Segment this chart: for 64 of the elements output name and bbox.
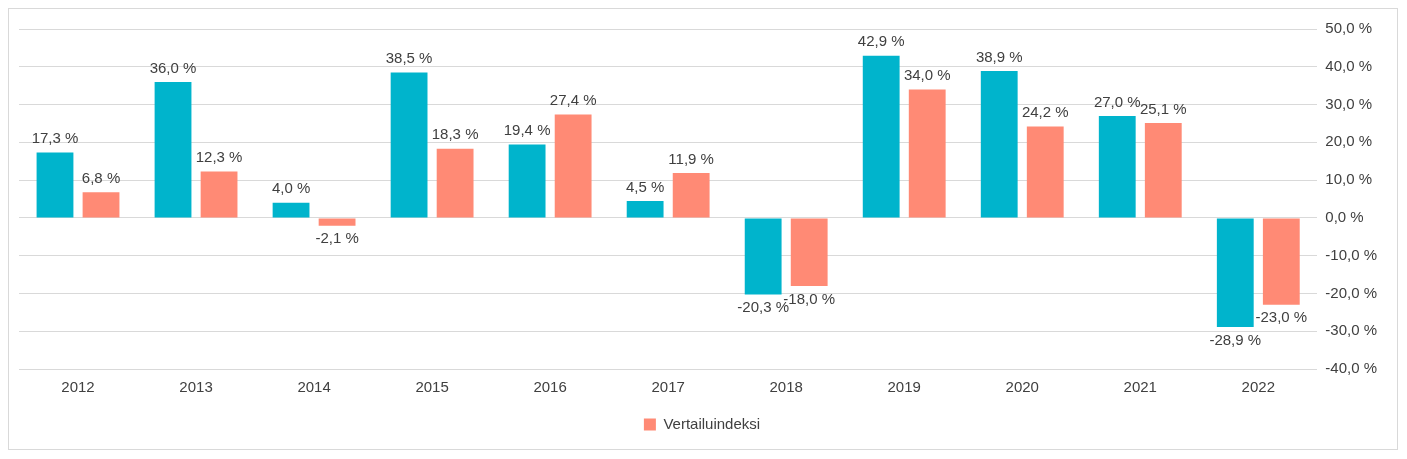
y-tick-label: 0,0 % [1325, 208, 1364, 226]
x-tick-label: 2017 [651, 378, 685, 396]
bar [1098, 115, 1136, 218]
x-tick-label: 2018 [769, 378, 803, 396]
bar [82, 192, 120, 218]
data-label: 36,0 % [149, 58, 197, 76]
y-tick-label: 30,0 % [1325, 94, 1373, 112]
data-label: 11,9 % [668, 149, 714, 167]
data-label: 4,5 % [625, 177, 665, 195]
bar [154, 81, 192, 218]
data-label: 18,3 % [431, 125, 479, 143]
x-tick-label: 2022 [1241, 378, 1275, 396]
y-tick-label: 20,0 % [1325, 132, 1373, 150]
bar [862, 55, 900, 218]
data-label: 4,0 % [271, 179, 311, 197]
bar [790, 218, 828, 286]
x-tick-label: 2012 [61, 378, 95, 396]
bar [436, 148, 474, 218]
data-label: 38,9 % [975, 47, 1023, 65]
bar [626, 200, 664, 218]
bar [1026, 126, 1064, 218]
bar [318, 218, 356, 226]
data-label: -28,9 % [1209, 330, 1262, 348]
bar [200, 171, 238, 218]
y-tick-label: 40,0 % [1325, 56, 1373, 74]
bar [744, 218, 782, 295]
x-tick-label: 2020 [1005, 378, 1039, 396]
bar [36, 152, 74, 218]
x-tick-label: 2014 [297, 378, 331, 396]
bar [390, 72, 428, 218]
x-tick-label: 2016 [533, 378, 567, 396]
bar [272, 202, 310, 218]
data-label: 19,4 % [503, 121, 551, 139]
x-tick-label: 2015 [415, 378, 449, 396]
legend-label: Vertailuindeksi [663, 414, 761, 432]
bar [1144, 123, 1182, 218]
y-tick-label: -40,0 % [1325, 359, 1378, 377]
bar [908, 89, 946, 218]
data-label: -2,1 % [315, 229, 359, 247]
data-label: 17,3 % [31, 129, 79, 147]
y-tick-label: 10,0 % [1325, 170, 1373, 188]
x-tick-label: 2021 [1123, 378, 1157, 396]
data-label: 38,5 % [385, 49, 433, 67]
y-tick-label: -30,0 % [1325, 321, 1378, 339]
data-label: 25,1 % [1139, 99, 1187, 117]
y-tick-label: -10,0 % [1325, 245, 1378, 263]
y-tick-label: 50,0 % [1325, 19, 1373, 37]
bar [672, 172, 710, 218]
data-label: 6,8 % [81, 168, 121, 186]
bar [554, 114, 592, 218]
bar [980, 70, 1018, 218]
data-label: 27,4 % [549, 91, 597, 109]
bar [1262, 218, 1300, 305]
data-label: 42,9 % [857, 32, 905, 50]
data-label: 27,0 % [1093, 92, 1141, 110]
bar [1216, 218, 1254, 328]
data-label: 12,3 % [195, 148, 243, 166]
bar [508, 144, 546, 218]
data-label: 34,0 % [903, 66, 951, 84]
x-tick-label: 2013 [179, 378, 213, 396]
data-label: -23,0 % [1255, 308, 1308, 326]
y-tick-label: -20,0 % [1325, 283, 1378, 301]
x-tick-label: 2019 [887, 378, 921, 396]
data-label: 24,2 % [1021, 103, 1069, 121]
